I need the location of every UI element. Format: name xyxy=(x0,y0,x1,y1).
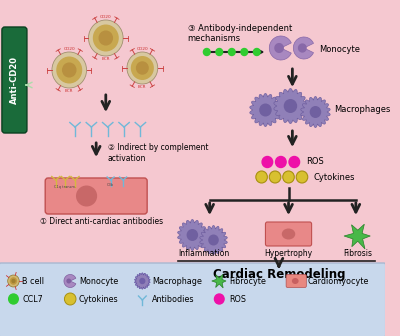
Circle shape xyxy=(208,235,219,246)
Circle shape xyxy=(10,277,17,285)
Circle shape xyxy=(276,157,286,168)
Text: Monocyte: Monocyte xyxy=(79,277,118,286)
FancyBboxPatch shape xyxy=(266,222,312,246)
Text: Fibrosis: Fibrosis xyxy=(343,249,372,258)
FancyBboxPatch shape xyxy=(286,275,306,288)
Circle shape xyxy=(241,48,248,55)
Text: ① Direct anti-cardiac antibodies: ① Direct anti-cardiac antibodies xyxy=(40,217,164,226)
Circle shape xyxy=(8,275,19,287)
Circle shape xyxy=(66,279,71,284)
Text: ③ Antibody-independent
mechanisms: ③ Antibody-independent mechanisms xyxy=(188,24,292,43)
Circle shape xyxy=(98,31,113,46)
Circle shape xyxy=(93,25,119,51)
Circle shape xyxy=(216,48,223,55)
Circle shape xyxy=(88,20,123,56)
Wedge shape xyxy=(64,275,76,288)
Text: CD20: CD20 xyxy=(136,47,148,51)
Circle shape xyxy=(64,293,76,305)
Circle shape xyxy=(9,294,18,304)
Circle shape xyxy=(62,62,76,78)
Ellipse shape xyxy=(76,185,97,207)
Circle shape xyxy=(204,48,210,55)
Text: Hypertrophy: Hypertrophy xyxy=(264,249,312,258)
Text: BCR: BCR xyxy=(102,56,110,60)
Text: Antibodies: Antibodies xyxy=(152,294,194,303)
Text: C1q transm.: C1q transm. xyxy=(54,185,76,189)
Wedge shape xyxy=(293,37,314,59)
Wedge shape xyxy=(274,43,284,53)
Text: Cytokines: Cytokines xyxy=(314,172,355,181)
FancyBboxPatch shape xyxy=(2,27,27,133)
Text: Fibrocyte: Fibrocyte xyxy=(229,277,266,286)
Circle shape xyxy=(56,56,82,84)
Circle shape xyxy=(186,229,198,241)
Polygon shape xyxy=(212,275,226,288)
Circle shape xyxy=(284,99,297,113)
Polygon shape xyxy=(250,93,281,126)
Text: BCR: BCR xyxy=(65,88,74,92)
Text: CD20: CD20 xyxy=(63,47,75,51)
Text: Cardiac Remodeling: Cardiac Remodeling xyxy=(213,268,345,281)
Text: C3b: C3b xyxy=(107,183,114,187)
Circle shape xyxy=(52,52,86,88)
Circle shape xyxy=(228,48,235,55)
Circle shape xyxy=(262,157,273,168)
Polygon shape xyxy=(344,224,370,249)
Ellipse shape xyxy=(292,278,299,284)
Polygon shape xyxy=(274,88,307,124)
Circle shape xyxy=(283,171,294,183)
Circle shape xyxy=(11,279,16,283)
Ellipse shape xyxy=(282,228,295,240)
Polygon shape xyxy=(134,273,150,289)
Circle shape xyxy=(289,157,300,168)
Text: Cytokines: Cytokines xyxy=(79,294,118,303)
Circle shape xyxy=(214,294,224,304)
Circle shape xyxy=(259,103,272,117)
Circle shape xyxy=(139,278,146,284)
Wedge shape xyxy=(298,43,307,53)
Text: BCR: BCR xyxy=(138,84,146,88)
Polygon shape xyxy=(301,96,330,127)
Polygon shape xyxy=(200,225,227,254)
Text: ② Indirect by complement
activation: ② Indirect by complement activation xyxy=(108,143,208,163)
Circle shape xyxy=(254,48,260,55)
Polygon shape xyxy=(178,219,207,251)
FancyBboxPatch shape xyxy=(0,0,387,266)
Text: ROS: ROS xyxy=(306,158,324,167)
FancyBboxPatch shape xyxy=(0,263,386,336)
Circle shape xyxy=(256,171,267,183)
Circle shape xyxy=(310,106,321,118)
Text: ROS: ROS xyxy=(229,294,246,303)
FancyBboxPatch shape xyxy=(45,178,147,214)
Text: Anti-CD20: Anti-CD20 xyxy=(10,56,19,104)
Text: Macrophages: Macrophages xyxy=(334,106,390,115)
Text: Macrophage: Macrophage xyxy=(152,277,202,286)
Text: Monocyte: Monocyte xyxy=(319,45,360,54)
Text: Cardiomyocyte: Cardiomyocyte xyxy=(308,277,369,286)
Text: Inflammation: Inflammation xyxy=(178,249,230,258)
Circle shape xyxy=(127,52,158,84)
Text: CCL7: CCL7 xyxy=(22,294,43,303)
Circle shape xyxy=(136,61,149,75)
Text: CD20: CD20 xyxy=(100,15,112,19)
Circle shape xyxy=(269,171,281,183)
Circle shape xyxy=(131,56,154,80)
Text: B cell: B cell xyxy=(22,277,44,286)
Circle shape xyxy=(296,171,308,183)
Wedge shape xyxy=(269,36,291,60)
